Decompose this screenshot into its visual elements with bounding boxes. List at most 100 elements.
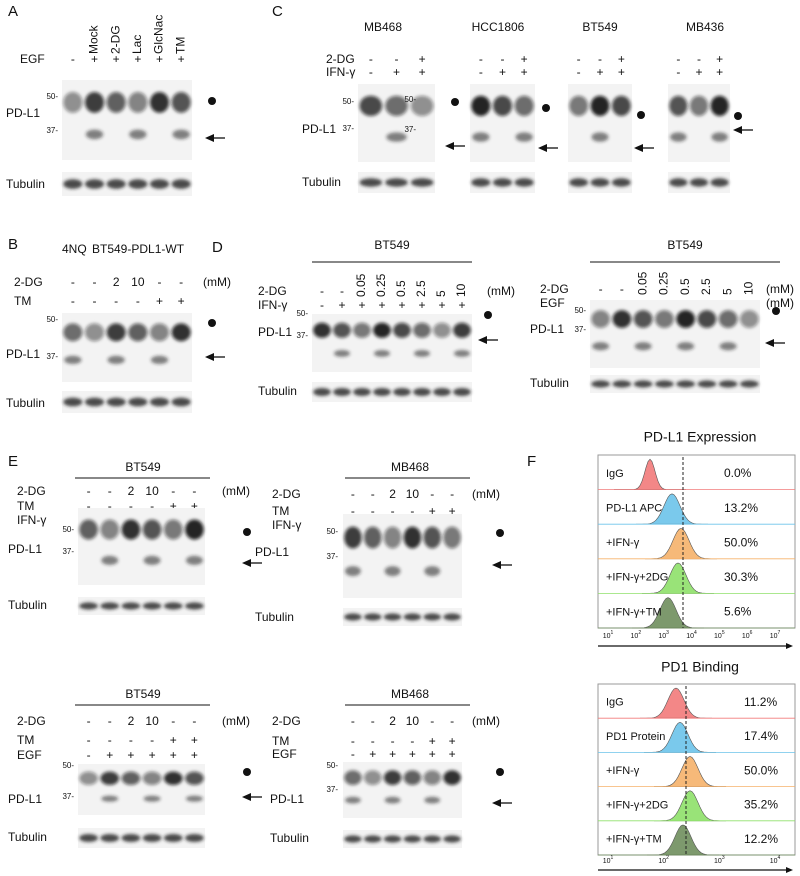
- lane-cell: -: [351, 714, 355, 728]
- mw-marker: 50-: [296, 309, 308, 318]
- band: [163, 519, 183, 540]
- band: [443, 526, 461, 549]
- band: [740, 380, 759, 388]
- mw-marker: 50-: [342, 97, 354, 106]
- panel-label: E: [8, 453, 18, 470]
- band: [373, 322, 391, 338]
- lane-cell: -: [171, 484, 175, 498]
- protein-label: PD-L1: [258, 325, 292, 339]
- lane-cell: -: [450, 714, 454, 728]
- blot-bands: [344, 770, 461, 804]
- lane-cell: -: [87, 748, 91, 762]
- row-label: 2-DG: [258, 284, 287, 298]
- band: [106, 397, 126, 407]
- row-label: IFN-γ: [272, 518, 301, 532]
- band: [424, 796, 441, 804]
- lane-cell: 10: [406, 714, 420, 728]
- loading-bands: [344, 835, 461, 843]
- flow-title: PD1 Binding: [661, 659, 739, 675]
- arrow-head: [634, 144, 643, 152]
- mw-marker: 37-: [326, 785, 338, 794]
- axis-exponent: 3: [666, 630, 669, 636]
- loading-bands: [569, 178, 631, 187]
- unit-label: (mM): [472, 487, 500, 501]
- cell-line-title: MB436: [686, 20, 724, 34]
- band: [143, 795, 161, 802]
- band: [433, 388, 451, 396]
- lane-cell: +: [134, 52, 141, 66]
- axis-exponent: 2: [638, 630, 641, 636]
- lane-cell: -: [351, 747, 355, 761]
- mw-marker: 37-: [46, 126, 58, 135]
- cell-line-title: BT549: [582, 20, 618, 34]
- blot-bands: [591, 310, 759, 351]
- band: [344, 796, 361, 804]
- band: [79, 834, 98, 842]
- band: [403, 770, 422, 785]
- band: [410, 178, 434, 187]
- axis-label: 102: [631, 630, 642, 640]
- row-label: EGF: [20, 52, 45, 66]
- lane-cell: +: [393, 65, 400, 79]
- cell-line-title: BT549: [125, 460, 161, 474]
- lane-cell: -: [108, 733, 112, 747]
- lane-cell: 2: [389, 487, 396, 501]
- panel-label: D: [212, 239, 223, 256]
- blot-bands: [471, 95, 534, 142]
- lane-cell: -: [450, 487, 454, 501]
- loading-label: Tubulin: [258, 384, 297, 398]
- band: [697, 380, 717, 388]
- band: [63, 323, 83, 342]
- blot-membrane: [78, 508, 205, 585]
- lane-cell: +: [449, 734, 456, 748]
- lane-cell: -: [430, 487, 434, 501]
- band: [150, 355, 169, 365]
- band: [633, 380, 653, 388]
- band: [590, 95, 610, 116]
- band: [185, 795, 203, 802]
- lane-cell: +: [499, 65, 506, 79]
- band: [676, 310, 695, 328]
- lane-cell: -: [171, 714, 175, 728]
- band: [106, 179, 126, 189]
- axis-label: 102: [658, 855, 669, 865]
- lane-cell: -: [114, 294, 118, 308]
- axis-label: 104: [686, 630, 697, 640]
- lane-cell: -: [371, 734, 375, 748]
- lane-cell: 10: [454, 283, 468, 297]
- axis-base: 10: [714, 858, 722, 865]
- band: [514, 178, 534, 187]
- flow-percent: 0.0%: [724, 466, 752, 480]
- band: [163, 771, 183, 785]
- band: [171, 397, 191, 407]
- lane-cell: +: [389, 747, 396, 761]
- lane-cell: +: [156, 294, 163, 308]
- band: [101, 555, 119, 565]
- blot-membrane: [62, 80, 192, 160]
- band: [344, 526, 362, 549]
- loading-label: Tubulin: [6, 396, 45, 410]
- band: [669, 178, 688, 187]
- lane-cell: +: [438, 298, 445, 312]
- flow-row-label: +IFN-γ+2DG: [606, 572, 668, 584]
- lane-cell: 0.5: [678, 278, 692, 295]
- lane-cell: -: [93, 294, 97, 308]
- axis-label: 101: [603, 630, 614, 640]
- cell-line-title: MB468: [391, 460, 429, 474]
- row-label: TM: [272, 734, 289, 748]
- lane-cell: -: [479, 52, 483, 66]
- row-label: 2-DG: [326, 52, 355, 66]
- axis-exponent: 4: [778, 855, 781, 861]
- histogram: [614, 458, 686, 490]
- protein-label: PD-L1: [255, 545, 289, 559]
- row-label: EGF: [17, 748, 42, 762]
- panel-label: C: [272, 3, 283, 20]
- mw-marker: 50-: [574, 306, 586, 315]
- flow-percent: 12.2%: [744, 832, 778, 846]
- band: [385, 178, 408, 187]
- loading-bands: [63, 179, 191, 189]
- lane-cell: 2: [113, 275, 120, 289]
- lane-cell: -: [369, 52, 373, 66]
- band: [423, 835, 441, 843]
- cell-line-title: BT549: [125, 687, 161, 701]
